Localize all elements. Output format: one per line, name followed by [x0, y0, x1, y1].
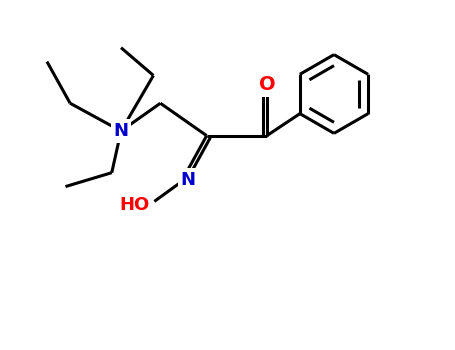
- Text: N: N: [181, 171, 196, 189]
- Text: HO: HO: [120, 196, 150, 214]
- Text: O: O: [258, 75, 275, 94]
- Text: N: N: [113, 122, 128, 140]
